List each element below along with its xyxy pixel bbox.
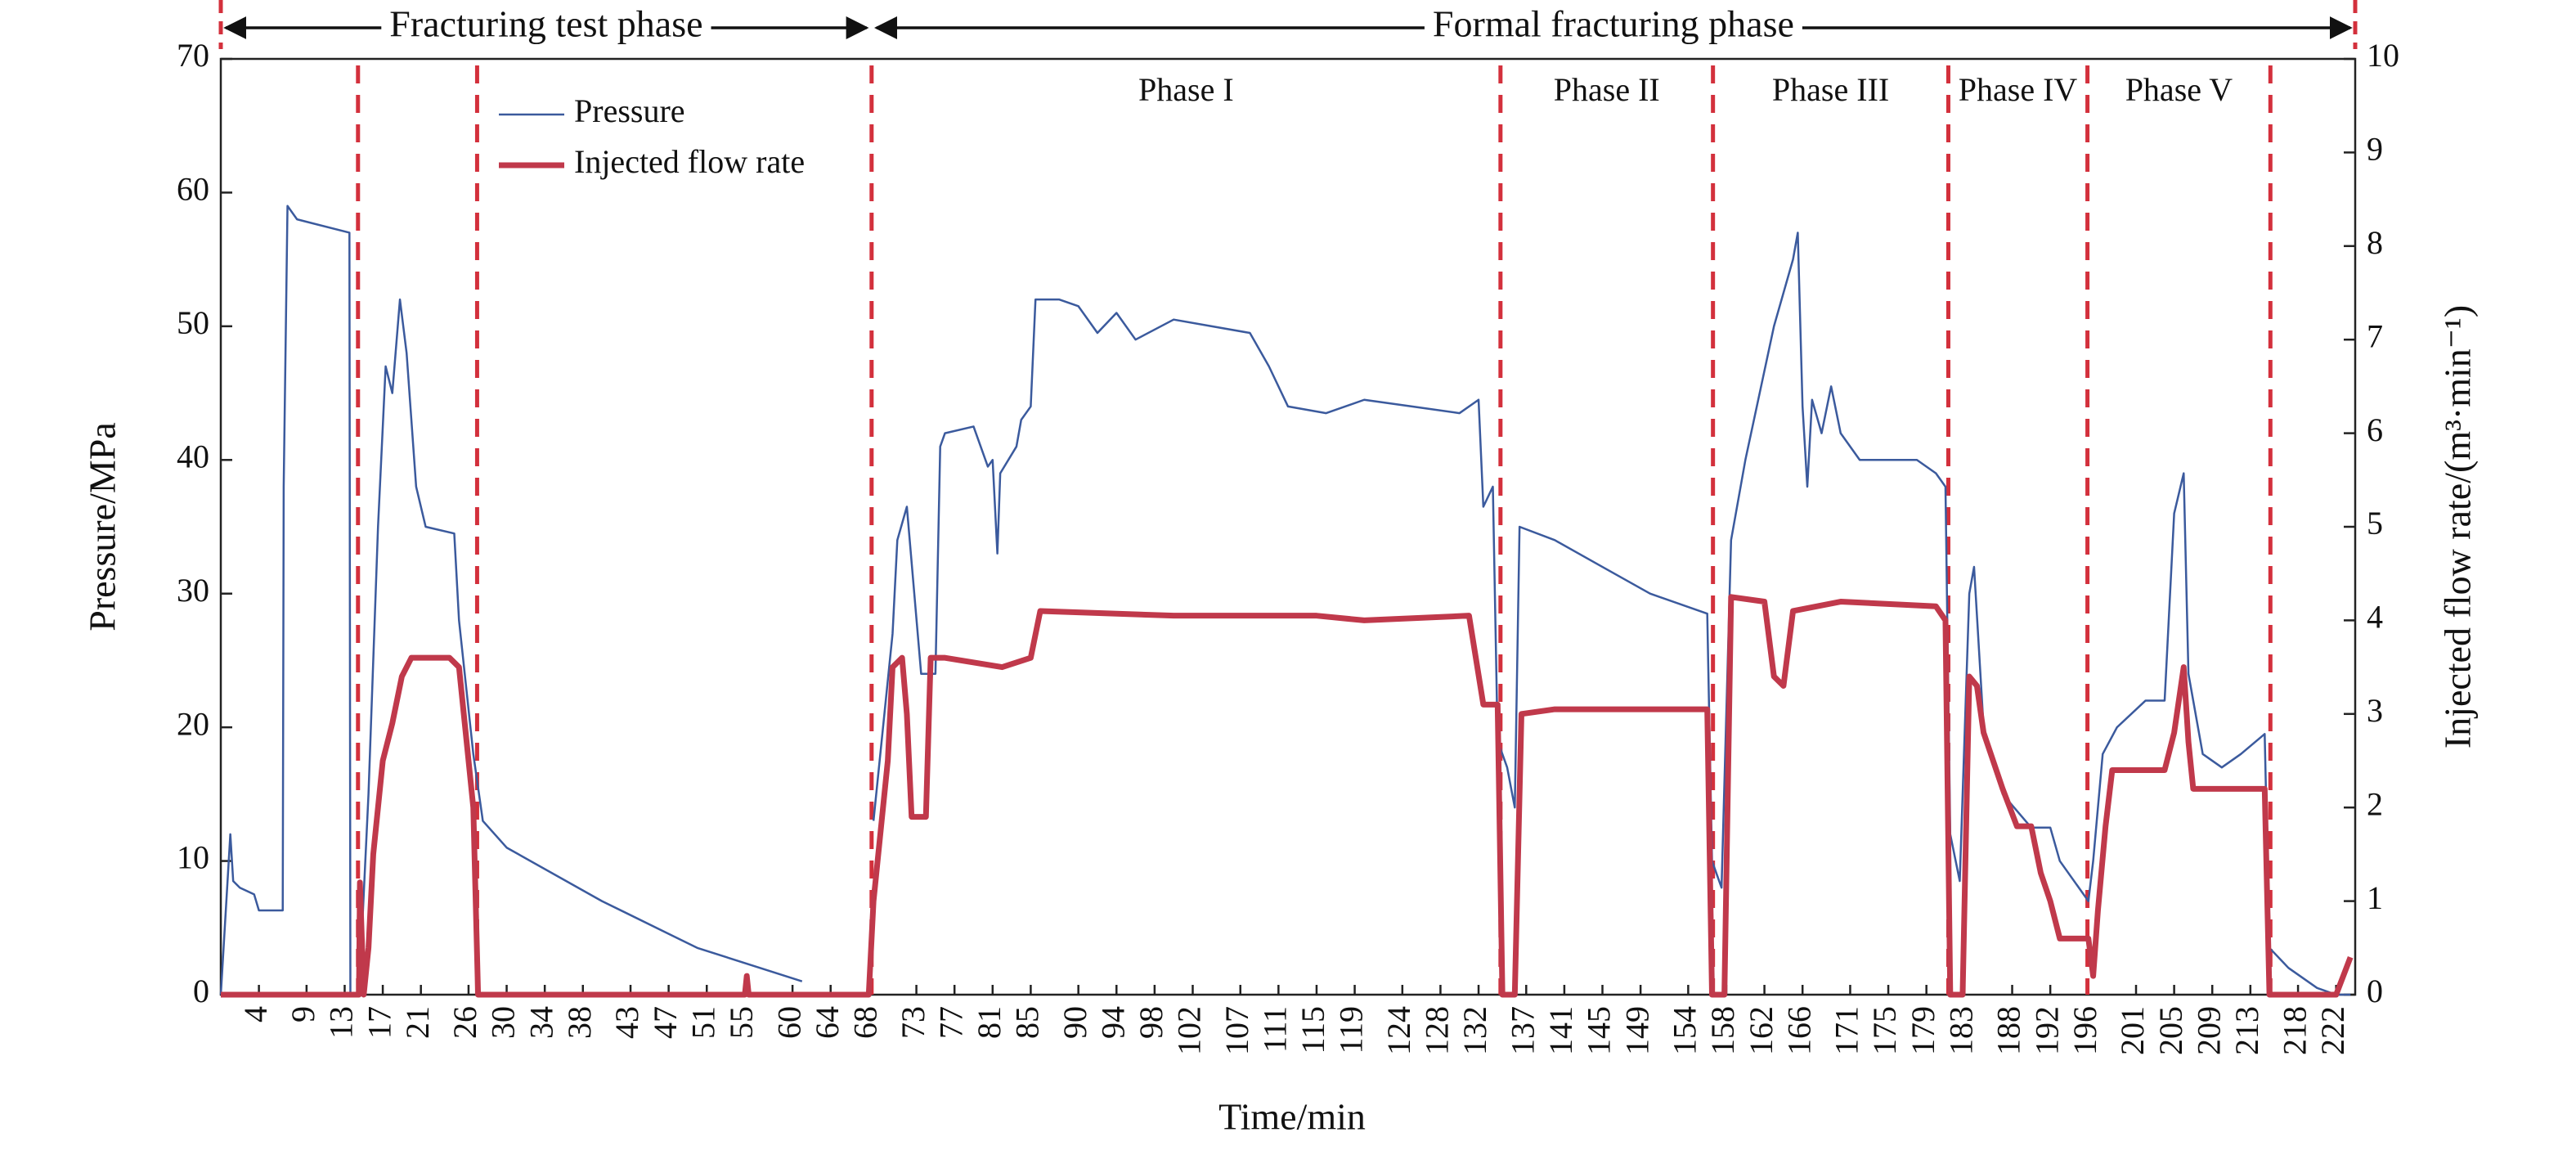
x-tick-label: 218 bbox=[2276, 1006, 2313, 1055]
x-tick-label: 38 bbox=[561, 1006, 598, 1039]
x-tick-label: 205 bbox=[2152, 1006, 2189, 1055]
x-tick-label: 196 bbox=[2067, 1006, 2103, 1055]
x-tick-label: 183 bbox=[1942, 1006, 1979, 1055]
x-tick-label: 213 bbox=[2228, 1006, 2265, 1055]
y-tick-label: 40 bbox=[177, 438, 209, 474]
x-tick-label: 222 bbox=[2314, 1006, 2351, 1055]
y2-tick-label: 3 bbox=[2367, 692, 2383, 729]
x-tick-label: 94 bbox=[1094, 1006, 1131, 1039]
x-tick-label: 21 bbox=[399, 1006, 436, 1039]
x-tick-label: 85 bbox=[1009, 1006, 1046, 1039]
x-tick-label: 119 bbox=[1333, 1006, 1370, 1054]
x-tick-label: 154 bbox=[1667, 1006, 1703, 1055]
y-tick-label: 60 bbox=[177, 171, 209, 208]
series-line bbox=[219, 204, 803, 996]
x-tick-label: 209 bbox=[2190, 1006, 2227, 1055]
y2-tick-label: 10 bbox=[2367, 37, 2399, 74]
x-tick-label: 128 bbox=[1419, 1006, 1456, 1055]
x-tick-label: 47 bbox=[647, 1006, 684, 1039]
y2-tick-label: 6 bbox=[2367, 411, 2383, 448]
legend-label: Injected flow rate bbox=[574, 143, 805, 180]
x-tick-label: 77 bbox=[932, 1006, 969, 1039]
x-tick-label: 30 bbox=[485, 1006, 522, 1039]
x-axis-label: Time/min bbox=[1218, 1096, 1366, 1138]
x-tick-label: 158 bbox=[1704, 1006, 1741, 1055]
x-tick-label: 149 bbox=[1618, 1006, 1655, 1055]
legend-label: Pressure bbox=[574, 92, 685, 129]
x-tick-label: 201 bbox=[2114, 1006, 2151, 1055]
x-tick-label: 73 bbox=[895, 1006, 931, 1039]
y2-tick-label: 7 bbox=[2367, 317, 2383, 354]
x-tick-label: 81 bbox=[971, 1006, 1008, 1039]
stage-label-bg bbox=[381, 2, 711, 45]
x-tick-label: 90 bbox=[1057, 1006, 1093, 1039]
y2-tick-label: 0 bbox=[2367, 973, 2383, 1009]
phase-label: Phase III bbox=[1772, 71, 1889, 108]
x-tick-label: 132 bbox=[1456, 1006, 1493, 1055]
x-tick-label: 124 bbox=[1380, 1006, 1417, 1055]
x-tick-label: 137 bbox=[1504, 1006, 1541, 1055]
x-tick-label: 43 bbox=[608, 1006, 645, 1039]
x-tick-label: 13 bbox=[323, 1006, 360, 1039]
phase-label: Phase I bbox=[1138, 71, 1234, 108]
y-tick-label: 30 bbox=[177, 572, 209, 609]
x-tick-label: 171 bbox=[1829, 1006, 1865, 1055]
x-tick-label: 141 bbox=[1542, 1006, 1579, 1055]
y2-tick-label: 4 bbox=[2367, 599, 2383, 636]
x-tick-label: 175 bbox=[1866, 1006, 1903, 1055]
stage-label-bg bbox=[1424, 2, 1802, 45]
y2-axis-label: Injected flow rate/(m³·min⁻¹) bbox=[2437, 305, 2479, 748]
phase-label: Phase II bbox=[1554, 71, 1660, 108]
y-tick-label: 20 bbox=[177, 705, 209, 742]
series-line bbox=[221, 594, 2354, 998]
x-tick-label: 64 bbox=[809, 1006, 846, 1039]
x-tick-label: 34 bbox=[523, 1006, 559, 1039]
y2-tick-label: 1 bbox=[2367, 879, 2383, 916]
x-tick-label: 192 bbox=[2028, 1006, 2065, 1055]
x-tick-label: 145 bbox=[1581, 1006, 1618, 1055]
x-tick-label: 68 bbox=[846, 1006, 883, 1039]
y-axis-label: Pressure/MPa bbox=[82, 422, 123, 631]
stage-label: Formal fracturing phase bbox=[1433, 3, 1794, 45]
y-tick-label: 50 bbox=[177, 304, 209, 341]
x-tick-label: 9 bbox=[285, 1006, 321, 1022]
y2-tick-label: 8 bbox=[2367, 224, 2383, 261]
x-tick-label: 17 bbox=[361, 1006, 397, 1039]
stage-label: Fracturing test phase bbox=[389, 3, 702, 45]
x-tick-label: 188 bbox=[1990, 1006, 2027, 1055]
x-tick-label: 4 bbox=[237, 1006, 274, 1022]
x-tick-label: 26 bbox=[447, 1006, 483, 1039]
y-tick-label: 0 bbox=[193, 973, 209, 1009]
phase-label: Phase V bbox=[2125, 71, 2233, 108]
x-tick-label: 111 bbox=[1257, 1006, 1294, 1053]
y2-tick-label: 9 bbox=[2367, 131, 2383, 168]
x-tick-label: 51 bbox=[684, 1006, 721, 1039]
x-tick-label: 55 bbox=[723, 1006, 760, 1039]
y-tick-label: 10 bbox=[177, 839, 209, 876]
x-tick-label: 166 bbox=[1780, 1006, 1817, 1055]
x-tick-label: 179 bbox=[1905, 1006, 1941, 1055]
y2-tick-label: 5 bbox=[2367, 505, 2383, 542]
y-tick-label: 70 bbox=[177, 37, 209, 74]
phase-label: Phase IV bbox=[1959, 71, 2078, 108]
x-tick-label: 98 bbox=[1133, 1006, 1169, 1039]
x-tick-label: 60 bbox=[770, 1006, 807, 1039]
x-tick-label: 115 bbox=[1295, 1006, 1331, 1054]
x-tick-label: 107 bbox=[1218, 1006, 1255, 1055]
x-tick-label: 102 bbox=[1171, 1006, 1208, 1055]
x-tick-label: 162 bbox=[1743, 1006, 1779, 1055]
y2-tick-label: 2 bbox=[2367, 785, 2383, 822]
